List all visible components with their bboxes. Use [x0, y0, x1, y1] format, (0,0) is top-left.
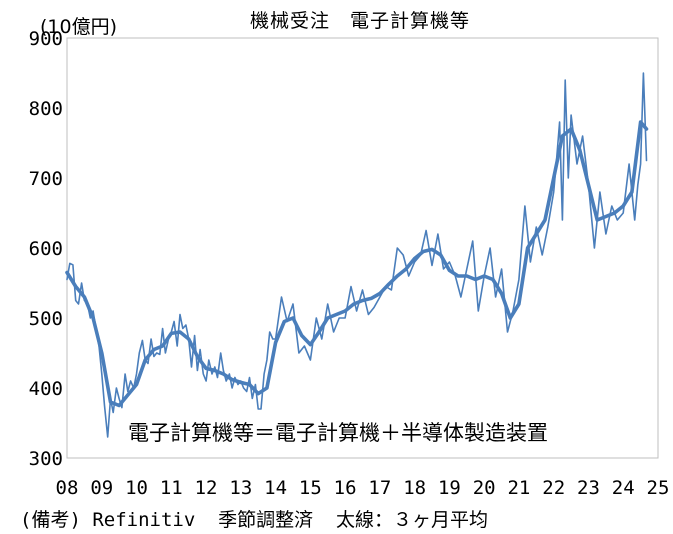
x-tick-label: 16 — [334, 477, 357, 499]
y-tick-label: 700 — [29, 168, 63, 190]
x-tick-label: 14 — [264, 477, 287, 499]
x-tick-label: 09 — [90, 477, 113, 499]
x-tick-label: 24 — [612, 477, 635, 499]
x-tick-label: 21 — [507, 477, 530, 499]
series-line-3month-average — [65, 120, 649, 408]
plot-area — [66, 37, 659, 459]
x-tick-label: 23 — [577, 477, 600, 499]
x-tick-label: 25 — [647, 477, 670, 499]
y-axis-unit-label: (10億円) — [40, 16, 118, 38]
x-tick-label: 15 — [299, 477, 322, 499]
y-tick-label: 500 — [29, 308, 63, 330]
x-tick-label: 11 — [160, 477, 183, 499]
source-note: (備考) Refinitiv 季節調整済 太線：３ヶ月平均 — [20, 509, 489, 531]
x-tick-label: 17 — [368, 477, 391, 499]
chart-title: 機械受注 電子計算機等 — [249, 10, 470, 32]
x-tick-label: 19 — [438, 477, 461, 499]
x-tick-label: 20 — [473, 477, 496, 499]
y-tick-label: 900 — [29, 28, 63, 50]
series-line-monthly — [66, 72, 648, 438]
y-tick-label: 800 — [29, 98, 63, 120]
x-tick-label: 08 — [56, 477, 79, 499]
x-tick-label: 10 — [125, 477, 148, 499]
y-tick-label: 600 — [29, 238, 63, 260]
x-tick-label: 12 — [195, 477, 218, 499]
y-tick-label: 400 — [29, 378, 63, 400]
y-tick-label: 300 — [29, 448, 63, 470]
x-tick-label: 22 — [542, 477, 565, 499]
chart-annotation: 電子計算機等＝電子計算機＋半導体製造装置 — [128, 421, 548, 445]
x-tick-label: 13 — [229, 477, 252, 499]
x-tick-label: 18 — [403, 477, 426, 499]
